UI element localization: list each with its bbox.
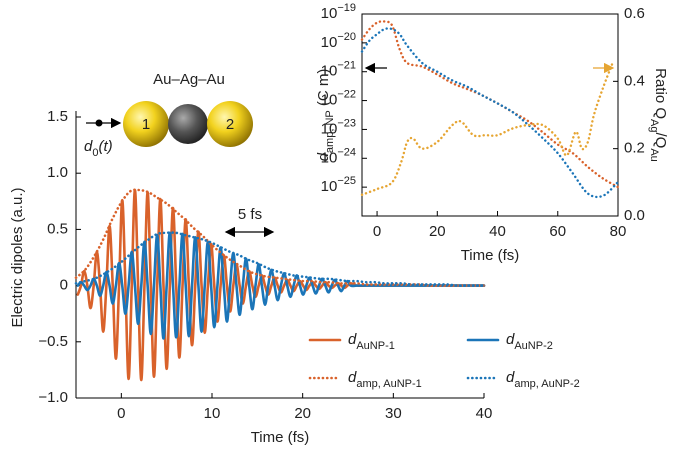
x-tick-label: 40 [489, 223, 506, 240]
y2-tick-label: 0.0 [624, 207, 645, 224]
y2-axis-title-part: Ag [648, 119, 660, 132]
series-line [360, 27, 620, 199]
y-tick-label-part: −25 [337, 175, 356, 187]
y-axis-title: Electric dipoles (a.u.) [9, 187, 26, 327]
y-tick-label-part: 10 [321, 178, 338, 195]
y-tick-label-part: 10 [321, 92, 338, 109]
particle-label: 2 [226, 116, 234, 133]
y-tick-label-part: 10 [321, 120, 338, 137]
series-line [74, 188, 486, 287]
y-tick-label-part: 10 [321, 63, 338, 80]
x-tick-label: 0 [373, 223, 381, 240]
x-tick-label: 0 [117, 405, 125, 422]
silver-particle [168, 104, 208, 144]
legend-label-part: d [348, 331, 357, 348]
y2-axis-title-part: Ratio Q [652, 68, 669, 119]
duration-label: 5 fs [238, 206, 262, 223]
y-axis-title-part: (C m) [315, 69, 332, 111]
y2-axis-title: Ratio QAg/QAu [648, 68, 669, 162]
x-axis-title: Time (fs) [251, 429, 310, 446]
particle-label: 1 [142, 116, 150, 133]
x-tick-label: 20 [294, 405, 311, 422]
y-tick-label-part: 10 [321, 5, 338, 22]
legend-label-part: AuNP-2 [514, 340, 553, 352]
inset-plot: 0 20 40 60 8010−2510−2410−2310−2210−2110−201… [315, 2, 669, 264]
x-tick-label: 80 [610, 223, 627, 240]
dipole-label: d0(t) [84, 138, 113, 159]
y-tick-label-part: 10 [321, 149, 338, 166]
gold-particle [207, 101, 253, 147]
y-tick-label: 10−24 [321, 146, 356, 166]
dipole-argument: (t) [98, 138, 112, 155]
y-tick-label: −0.5 [38, 333, 68, 350]
legend-label: damp, AuNP-1 [348, 369, 422, 390]
legend-label-part: d [506, 369, 515, 386]
legend-label: dAuNP-2 [506, 331, 553, 352]
y-axis-title-part: amp, NP [324, 110, 336, 153]
y2-axis-title-part: Au [648, 148, 660, 161]
y-tick-label: 0 [60, 277, 68, 294]
y-tick-label: 10−25 [321, 175, 356, 195]
y-tick-label-part: −21 [337, 60, 356, 72]
y-tick-label: 10−20 [321, 31, 356, 51]
x-tick-label: 30 [385, 405, 402, 422]
y-tick-label: 10−19 [321, 2, 356, 22]
duration-annotation: 5 fs [224, 206, 275, 238]
x-axis-title: Time (fs) [461, 247, 520, 264]
y-tick-label: 10−21 [321, 60, 356, 80]
y-tick-label: −1.0 [38, 389, 68, 406]
dipole-subscript: 0 [92, 147, 98, 159]
legend-label-part: amp, AuNP-1 [356, 378, 421, 390]
molecule-illustration: Au–Ag–Au 1 2 d0(t) [84, 71, 253, 159]
molecule-label: Au–Ag–Au [153, 71, 225, 88]
legend-label-part: amp, AuNP-2 [514, 378, 579, 390]
legend-label-part: d [506, 331, 515, 348]
plot-frame [361, 13, 619, 217]
dipole-symbol: d [84, 138, 93, 155]
series-line [74, 231, 486, 287]
legend-label: dAuNP-1 [348, 331, 395, 352]
y-tick-label: 10−22 [321, 88, 356, 108]
y-tick-label: 10−23 [321, 117, 356, 137]
x-tick-label: 10 [204, 405, 221, 422]
y2-tick-label: 0.4 [624, 72, 645, 89]
y-tick-label-part: 10 [321, 34, 338, 51]
y-axis-title-part: d [315, 152, 332, 161]
y2-axis-title-part: /Q [652, 133, 669, 149]
y-tick-label-part: −20 [337, 31, 356, 43]
y-tick-label: 1.0 [47, 164, 68, 181]
legend-label-part: d [348, 369, 357, 386]
y-tick-label-part: −23 [337, 117, 356, 129]
x-tick-label: 40 [476, 405, 493, 422]
y-axis-title: damp, NP (C m) [315, 69, 336, 162]
legend-label: damp, AuNP-2 [506, 369, 580, 390]
legend-label-part: AuNP-1 [356, 340, 395, 352]
y-tick-label-part: −24 [337, 146, 356, 158]
y2-tick-label: 0.6 [624, 5, 645, 22]
dipole-dot [95, 119, 103, 127]
y-tick-label: 0.5 [47, 220, 68, 237]
y2-tick-label: 0.2 [624, 140, 645, 157]
y-tick-label: 1.5 [47, 108, 68, 125]
series-line [360, 63, 614, 196]
x-tick-label: 60 [549, 223, 566, 240]
y-tick-label-part: −22 [337, 88, 356, 100]
y-tick-label-part: −19 [337, 2, 356, 14]
series-line [360, 20, 620, 189]
gold-particle [123, 101, 169, 147]
x-tick-label: 20 [429, 223, 446, 240]
inset-background [362, 14, 618, 216]
